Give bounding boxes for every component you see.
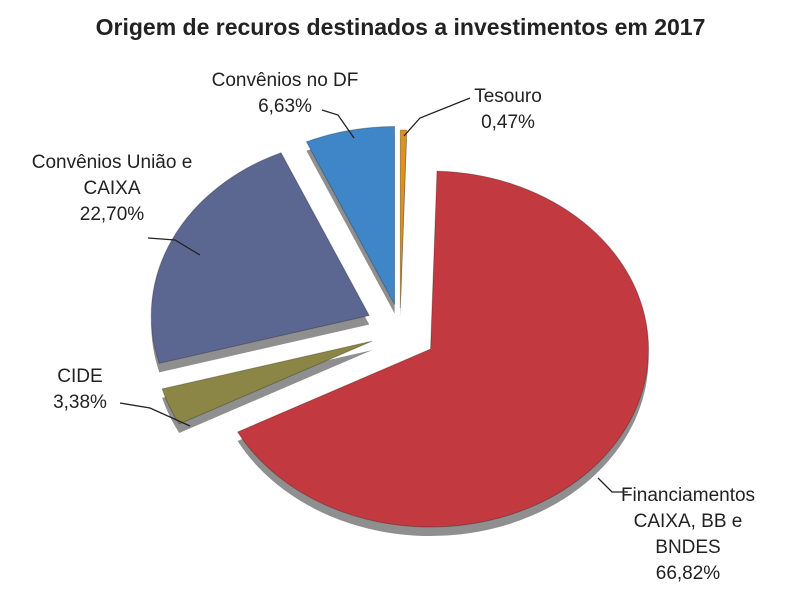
leader-line: [147, 237, 201, 256]
slice-side: [162, 350, 373, 433]
leader-line: [321, 109, 355, 139]
slice: [236, 170, 649, 528]
slice-label: Financiamentos CAIXA, BB e BNDES 66,82%: [613, 483, 763, 587]
category-label: CIDE: [57, 366, 103, 387]
slice: [161, 340, 373, 425]
category-label: Tesouro: [474, 86, 542, 107]
leader-line: [597, 477, 628, 493]
category-label: Convênios no DF: [211, 70, 359, 91]
slice-label: Convênios no DF 6,63%: [195, 68, 375, 120]
slice-label: Convênios União e CAIXA 22,70%: [22, 150, 202, 228]
value-label: 66,82%: [655, 563, 721, 584]
leader-line: [119, 402, 191, 427]
category-label: Financiamentos CAIXA, BB e BNDES: [620, 485, 756, 558]
value-label: 6,63%: [258, 96, 312, 117]
value-label: 0,47%: [481, 112, 535, 133]
slice-label: Tesouro 0,47%: [433, 84, 583, 136]
value-label: 22,70%: [79, 204, 145, 225]
slice: [305, 126, 396, 305]
slice-label: CIDE 3,38%: [20, 364, 140, 416]
chart-title: Origem de recuros destinados a investime…: [95, 14, 706, 40]
value-label: 3,38%: [53, 392, 107, 413]
leader-line: [403, 97, 471, 137]
category-label: Convênios União e CAIXA: [31, 152, 193, 199]
slice: [399, 129, 408, 309]
